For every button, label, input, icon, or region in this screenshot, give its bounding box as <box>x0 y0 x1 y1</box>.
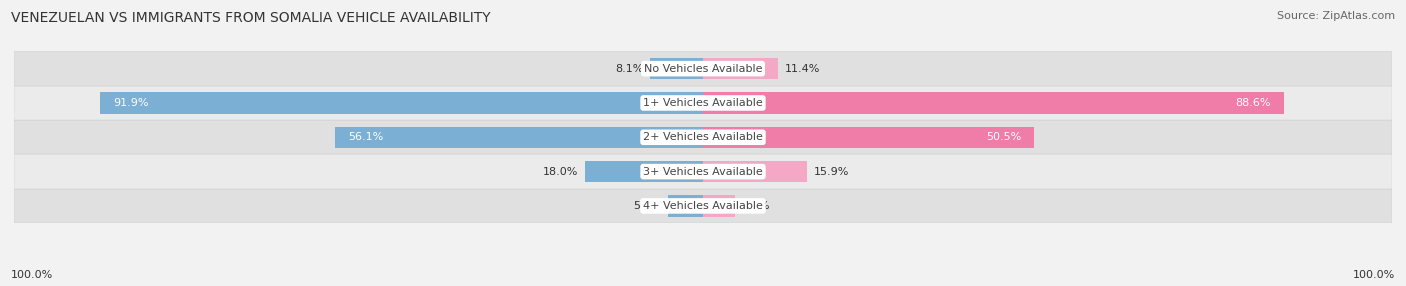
Text: VENEZUELAN VS IMMIGRANTS FROM SOMALIA VEHICLE AVAILABILITY: VENEZUELAN VS IMMIGRANTS FROM SOMALIA VE… <box>11 11 491 25</box>
Bar <box>100 92 703 114</box>
Text: No Vehicles Available: No Vehicles Available <box>644 64 762 74</box>
Bar <box>14 154 1392 189</box>
Bar <box>14 86 1392 120</box>
Text: 5.3%: 5.3% <box>634 201 662 211</box>
Text: 56.1%: 56.1% <box>349 132 384 142</box>
Text: 15.9%: 15.9% <box>814 167 849 176</box>
Text: 2+ Vehicles Available: 2+ Vehicles Available <box>643 132 763 142</box>
Text: 3+ Vehicles Available: 3+ Vehicles Available <box>643 167 763 176</box>
Text: 1+ Vehicles Available: 1+ Vehicles Available <box>643 98 763 108</box>
Bar <box>585 161 703 182</box>
Bar <box>335 127 703 148</box>
Bar <box>668 195 703 217</box>
Bar <box>703 161 807 182</box>
Bar <box>703 127 1035 148</box>
Bar <box>703 195 735 217</box>
Text: 50.5%: 50.5% <box>986 132 1021 142</box>
Text: 91.9%: 91.9% <box>112 98 149 108</box>
Text: 11.4%: 11.4% <box>785 64 820 74</box>
Text: 8.1%: 8.1% <box>614 64 644 74</box>
Text: 4+ Vehicles Available: 4+ Vehicles Available <box>643 201 763 211</box>
Bar <box>14 189 1392 223</box>
Legend: Venezuelan, Immigrants from Somalia: Venezuelan, Immigrants from Somalia <box>551 283 855 286</box>
Bar <box>650 58 703 79</box>
Text: 100.0%: 100.0% <box>1353 270 1395 280</box>
Text: 88.6%: 88.6% <box>1236 98 1271 108</box>
Text: Source: ZipAtlas.com: Source: ZipAtlas.com <box>1277 11 1395 21</box>
Bar <box>703 58 778 79</box>
Bar <box>14 120 1392 154</box>
Text: 100.0%: 100.0% <box>11 270 53 280</box>
Bar <box>703 92 1284 114</box>
Bar <box>14 51 1392 86</box>
Text: 18.0%: 18.0% <box>543 167 578 176</box>
Text: 4.9%: 4.9% <box>742 201 770 211</box>
